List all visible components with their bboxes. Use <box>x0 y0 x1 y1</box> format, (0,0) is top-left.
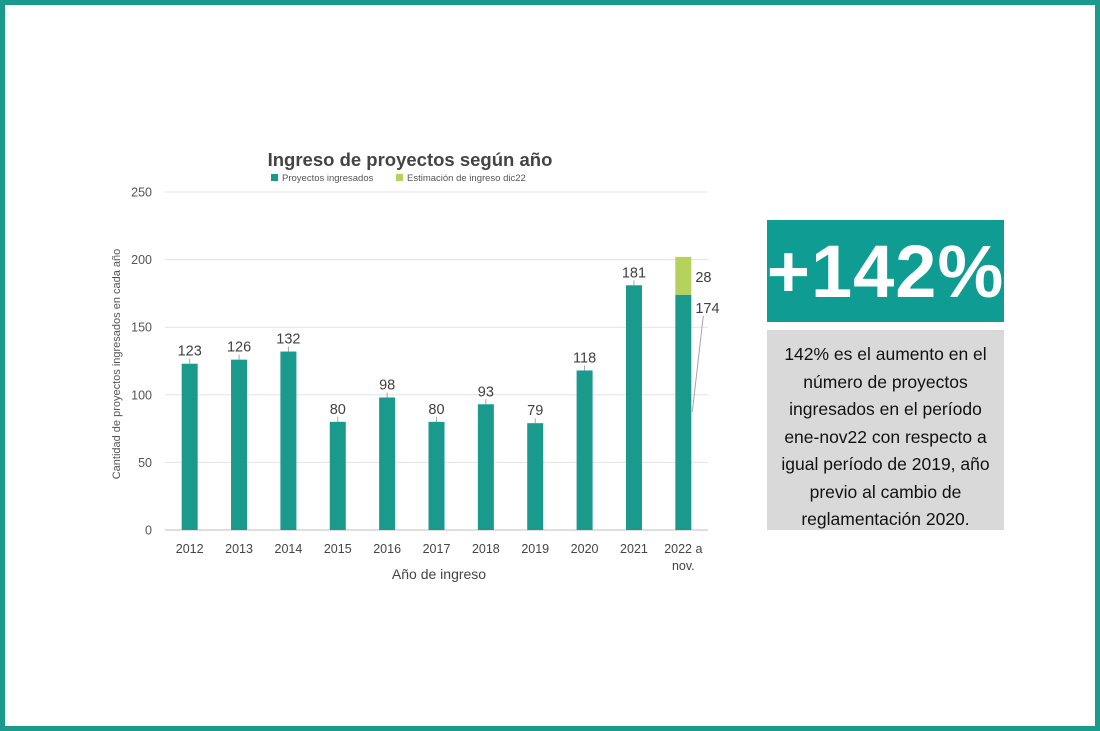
data-label-leader <box>691 315 704 412</box>
chart-legend: Proyectos ingresados Estimación de ingre… <box>271 173 526 184</box>
data-label: 80 <box>330 402 346 418</box>
data-label: 79 <box>527 403 543 419</box>
data-label-estimate: 28 <box>695 270 711 286</box>
chart-bars <box>181 256 692 530</box>
bar-2020 <box>576 370 593 530</box>
data-label: 80 <box>428 402 444 418</box>
legend-swatch-estimacion <box>396 174 403 181</box>
x-tick-label: 2014 <box>275 542 303 556</box>
chart-labels: 123 2012 126 2013 132 2014 80 2015 98 2016 80 2017 9… <box>176 265 720 573</box>
data-label: 93 <box>478 384 494 400</box>
bar-2013 <box>231 359 248 530</box>
data-label: 181 <box>622 265 646 281</box>
y-axis-label: Cantidad de proyectos ingresados en cada… <box>111 249 123 480</box>
percent-stat-box: +142% <box>767 220 1004 322</box>
x-tick-label: 2022 a <box>664 542 702 556</box>
bar-2015 <box>329 421 346 530</box>
x-tick-label: 2015 <box>324 542 352 556</box>
data-label: 123 <box>178 344 202 360</box>
data-label: 174 <box>695 301 719 317</box>
legend-label-estimacion: Estimación de ingreso dic22 <box>407 173 526 184</box>
data-label: 118 <box>573 350 596 366</box>
bar-2014 <box>280 351 297 530</box>
chart-grid: 0 50 100 150 200 250 <box>131 186 708 538</box>
x-tick-label: 2018 <box>472 542 500 556</box>
y-tick-label: 50 <box>138 456 152 470</box>
x-tick-label: 2012 <box>176 542 204 556</box>
bar-2022 <box>675 294 692 530</box>
x-tick-label: 2019 <box>521 542 549 556</box>
bar-2018 <box>477 404 494 530</box>
y-tick-label: 0 <box>145 524 152 538</box>
percent-stat: +142% <box>766 229 1005 313</box>
y-tick-label: 200 <box>131 253 152 267</box>
legend-label-ingresados: Proyectos ingresados <box>282 173 374 184</box>
x-tick-label: 2013 <box>225 542 253 556</box>
data-label: 132 <box>276 332 300 348</box>
description-text: 142% es el aumento en el número de proye… <box>781 344 990 529</box>
x-axis-label: Año de ingreso <box>392 566 486 582</box>
bar-estimate-2022 <box>675 256 692 295</box>
y-tick-label: 250 <box>131 186 152 200</box>
bar-2012 <box>181 363 198 530</box>
x-tick-label: 2021 <box>620 542 648 556</box>
x-tick-label-line2: nov. <box>672 559 695 573</box>
data-label: 98 <box>379 378 395 394</box>
x-tick-label: 2020 <box>571 542 599 556</box>
bar-2017 <box>428 421 445 530</box>
y-tick-label: 150 <box>131 321 152 335</box>
bar-2021 <box>625 285 642 530</box>
legend-swatch-ingresados <box>271 174 278 181</box>
description-box: 142% es el aumento en el número de proye… <box>767 330 1004 530</box>
y-tick-label: 100 <box>131 388 152 402</box>
x-tick-label: 2017 <box>423 542 451 556</box>
data-label: 126 <box>227 340 251 356</box>
bar-2016 <box>379 397 396 530</box>
bar-2019 <box>527 423 544 530</box>
x-tick-label: 2016 <box>373 542 401 556</box>
chart-title: Ingreso de proyectos según año <box>268 149 553 170</box>
